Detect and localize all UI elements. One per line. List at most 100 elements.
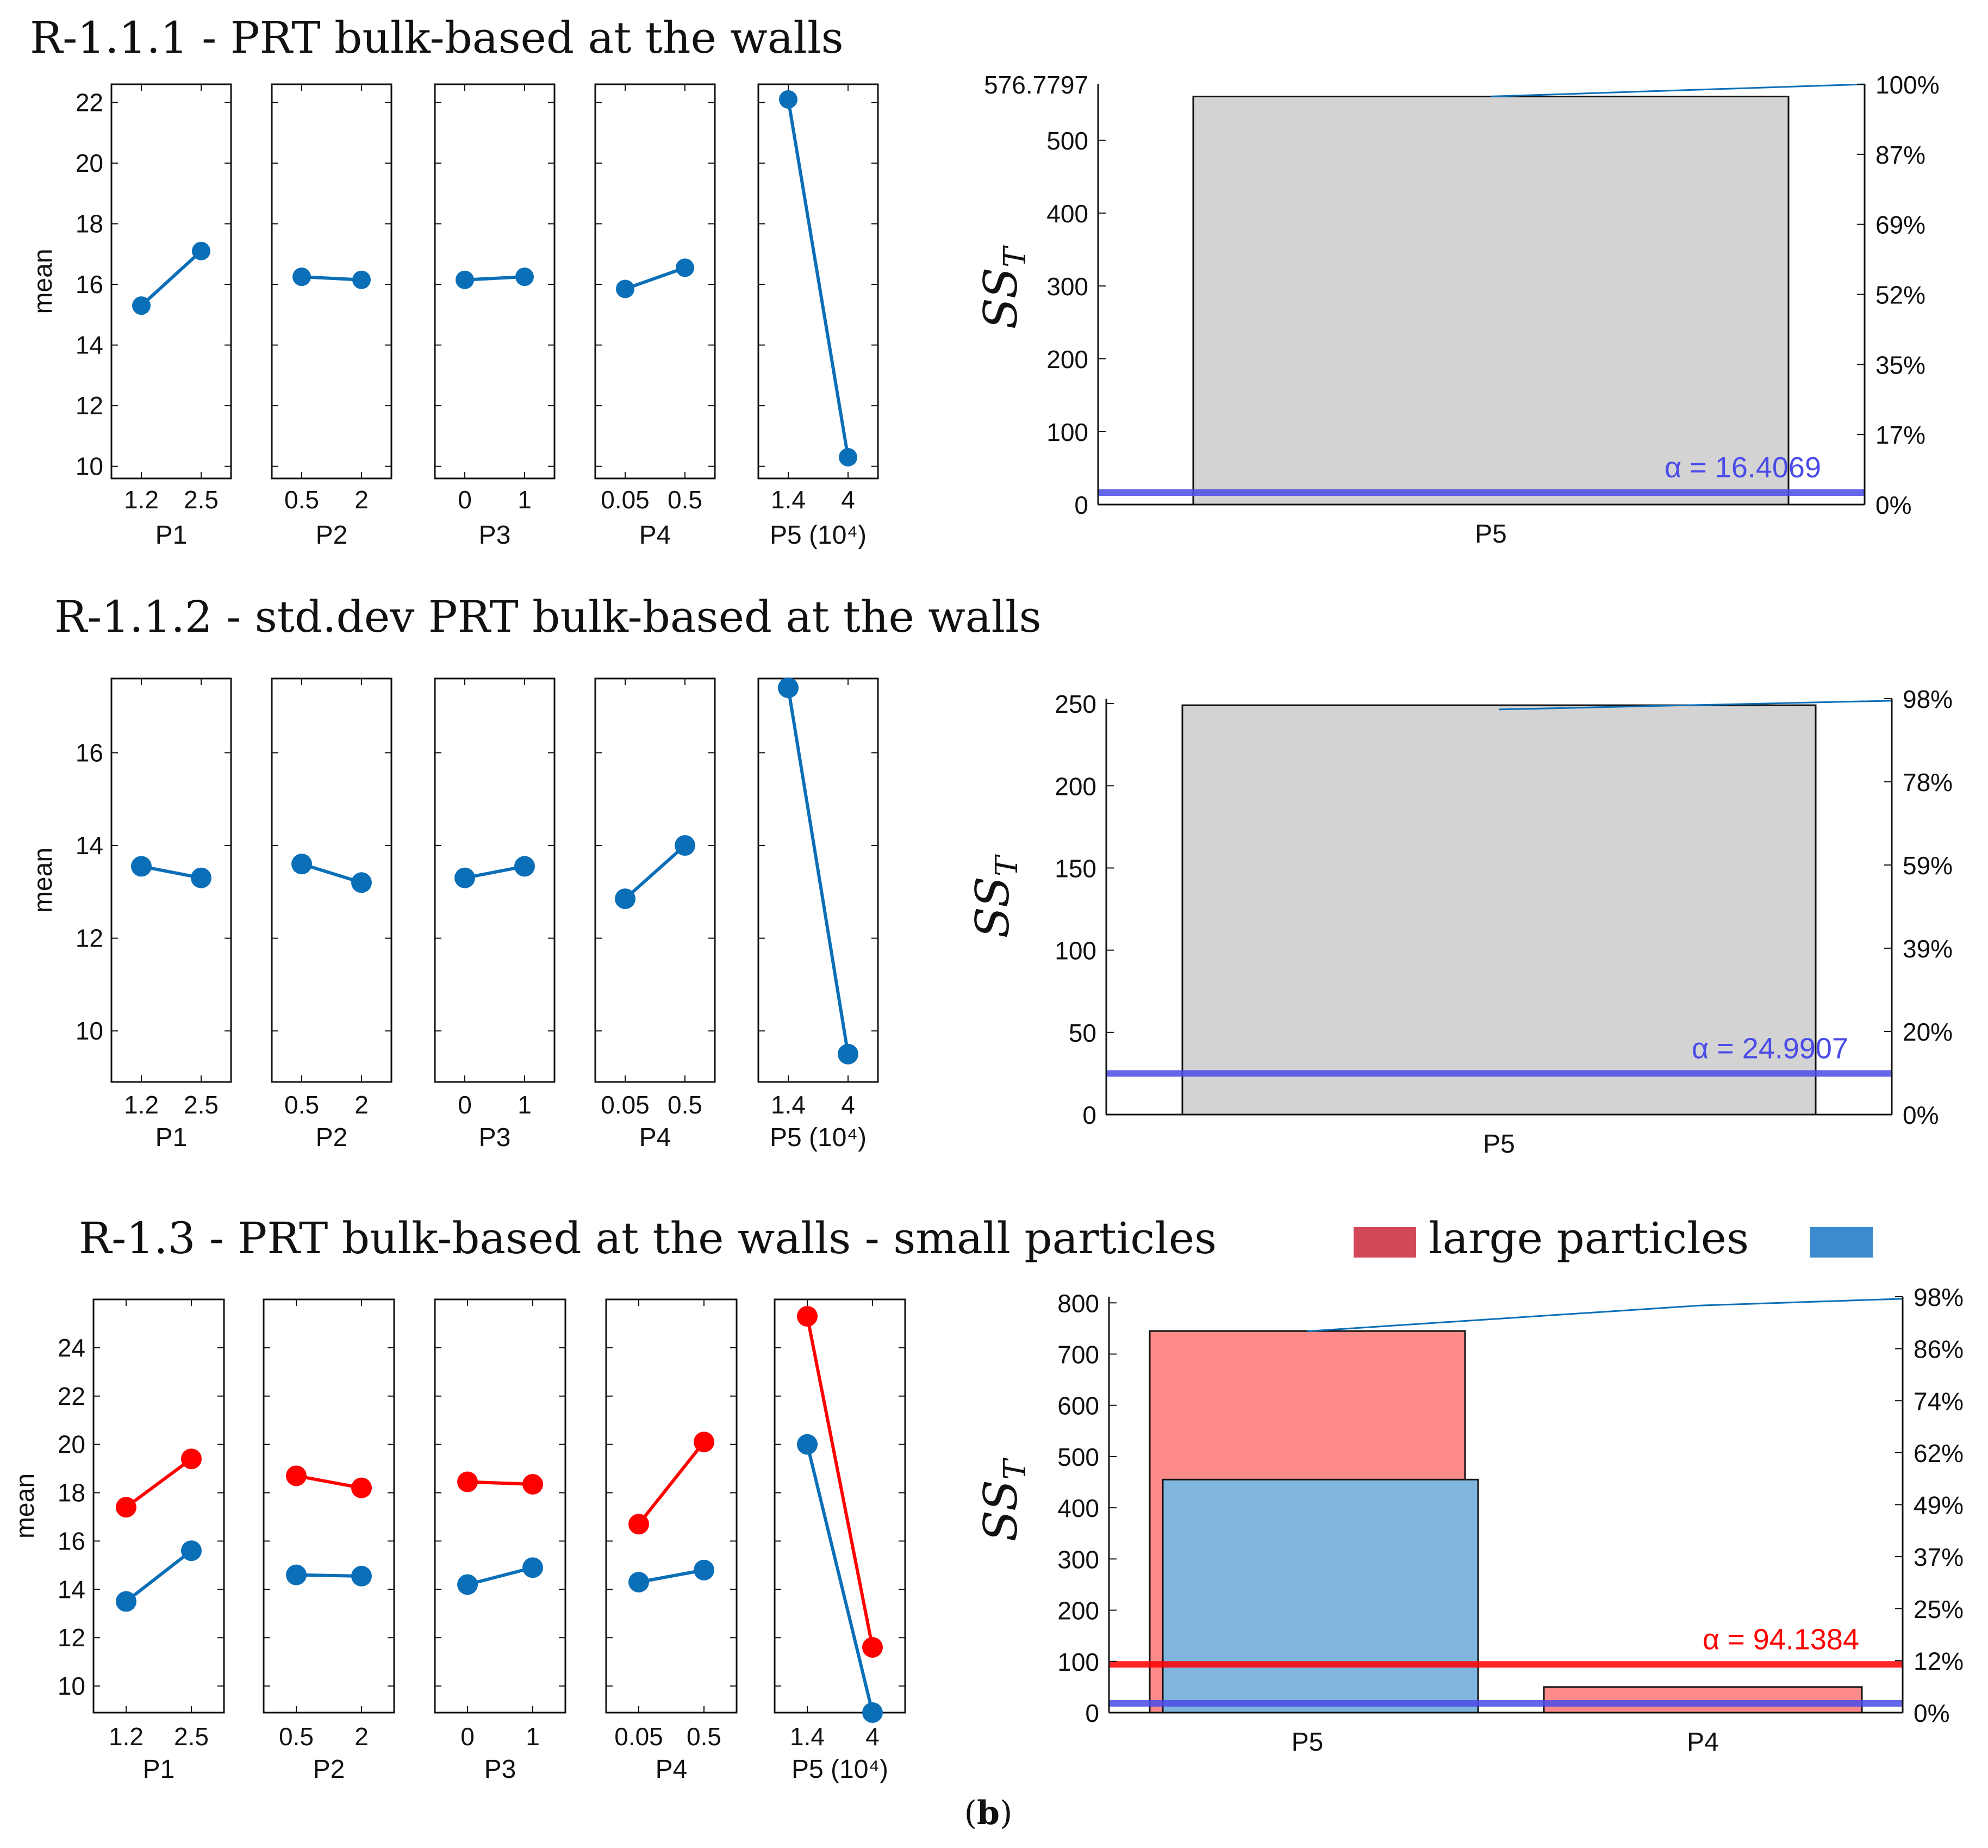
pareto-category-label: P5 <box>1483 1130 1515 1159</box>
data-point <box>628 1572 649 1592</box>
panel-frame <box>263 1298 395 1714</box>
series-line <box>467 1566 533 1586</box>
data-point <box>286 1564 307 1585</box>
row3-main-effect-panel-4: 0.05 0.5 P4 <box>605 1298 738 1784</box>
data-point <box>616 279 634 298</box>
row1-main-effect-panel-2: 0.5 2P2 <box>271 83 392 550</box>
right-percent-label: 39% <box>1903 935 1953 963</box>
y-tick-label: 14 <box>76 831 103 860</box>
y-tick-label: 12 <box>58 1623 85 1652</box>
alpha-value-label: α = 16.4069 <box>1665 451 1821 484</box>
alpha-value-label: α = 24.9907 <box>1692 1032 1848 1065</box>
right-percent-label: 87% <box>1875 141 1925 169</box>
data-point <box>778 677 799 699</box>
y-tick-label: 600 <box>1057 1392 1099 1420</box>
right-percent-label: 25% <box>1914 1595 1964 1623</box>
x-tick-label: 0 <box>460 1722 475 1751</box>
row2-main-effect-panel-5: 1.4 4 P5 (10⁴) <box>757 677 879 1152</box>
data-point <box>116 1497 136 1518</box>
right-percent-label: 59% <box>1903 851 1953 880</box>
y-tick-label: 22 <box>76 88 103 116</box>
right-percent-label: 86% <box>1914 1335 1964 1364</box>
right-percent-label: 35% <box>1875 351 1925 379</box>
x-tick-label: 0.5 <box>687 1722 721 1751</box>
row3-main-effect-panel-2: 0.5 2 P2 <box>263 1298 395 1784</box>
legend-small-particles-swatch <box>1354 1227 1416 1258</box>
row1-main-effect-panel-5: 1.4 4 P5 (10⁴) <box>757 83 879 550</box>
x-tick-label: 0.5 <box>284 1091 319 1119</box>
x-tick-label: 1.2 <box>109 1722 144 1751</box>
data-point <box>797 1434 818 1455</box>
x-axis-label: P3 <box>479 521 511 550</box>
data-point <box>515 267 534 287</box>
x-tick-label: 4 <box>841 486 855 514</box>
data-point <box>351 1477 372 1498</box>
x-tick-label: 2 <box>354 1091 369 1119</box>
series-line <box>638 1568 705 1584</box>
x-axis-label: P1 <box>155 1123 188 1152</box>
x-tick-label: 1.4 <box>771 486 806 514</box>
row1-main-effect-panel-3: 0 1P3 <box>434 83 556 550</box>
right-percent-label: 98% <box>1914 1283 1964 1311</box>
x-axis-label: P5 (10⁴) <box>770 1123 867 1152</box>
panel-frame <box>594 83 716 480</box>
row2-pareto-chart: P5 α = 24.9907 0 50 100 150 200 250 0% 20% 39% 59% 7… <box>966 685 1953 1159</box>
x-tick-label: 1 <box>526 1722 540 1751</box>
y-tick-label: 18 <box>58 1479 85 1507</box>
panel-frame <box>434 677 556 1083</box>
data-point <box>862 1637 883 1658</box>
y-tick-label: 14 <box>58 1575 85 1603</box>
right-percent-label: 0% <box>1903 1101 1939 1129</box>
row1-main-effect-panel-4: 0.05 0.5 P4 <box>594 83 716 550</box>
row3-pareto-chart: P5 P4 α = 94.1384 0 100 200 300 400 500 600 700 800… <box>974 1283 1964 1757</box>
panel-frame <box>92 1298 225 1714</box>
data-point <box>522 1474 543 1495</box>
y-tick-label: 18 <box>76 210 103 238</box>
row2-mean-axis-label: mean <box>29 848 58 913</box>
x-tick-label: 2 <box>354 486 369 514</box>
data-point <box>291 854 312 875</box>
data-point <box>286 1465 307 1486</box>
row2-main-effect-panel-2: 0.5 2P2 <box>271 677 392 1152</box>
x-tick-label: 0 <box>458 1091 472 1119</box>
cumulative-percent-line <box>1307 1298 1903 1332</box>
y-tick-label: 800 <box>1057 1289 1099 1317</box>
data-point <box>181 1448 202 1470</box>
x-axis-label: P5 (10⁴) <box>792 1755 888 1784</box>
x-tick-label: 0.5 <box>668 486 702 514</box>
right-percent-label: 20% <box>1903 1018 1953 1046</box>
row3-title: R-1.3 - PRT bulk-based at the walls - sm… <box>79 1213 1217 1264</box>
data-point <box>797 1306 818 1327</box>
x-tick-label: 1.4 <box>790 1722 825 1751</box>
x-tick-label: 2 <box>354 1722 369 1751</box>
right-percent-label: 62% <box>1914 1439 1964 1467</box>
data-point <box>116 1591 136 1612</box>
right-percent-label: 100% <box>1875 71 1940 99</box>
x-axis-label: P2 <box>316 1123 348 1152</box>
right-percent-label: 52% <box>1875 281 1925 309</box>
y-tick-label: 12 <box>76 924 103 953</box>
x-tick-label: 1.4 <box>771 1091 806 1119</box>
x-tick-label: 0.5 <box>668 1091 702 1119</box>
data-point <box>457 1471 478 1492</box>
row2-title: R-1.1.2 - std.dev PRT bulk-based at the … <box>54 592 1042 642</box>
data-point <box>351 872 372 893</box>
x-tick-label: 0 <box>458 486 472 514</box>
y-tick-label: 150 <box>1055 854 1096 882</box>
series-line <box>464 275 525 282</box>
data-point <box>454 867 475 888</box>
y-tick-label: 500 <box>1057 1443 1099 1471</box>
data-point <box>522 1557 543 1578</box>
data-point <box>456 270 474 289</box>
y-tick-label: 400 <box>1057 1494 1099 1522</box>
y-tick-label: 14 <box>76 331 103 359</box>
panel-frame <box>757 677 879 1083</box>
x-tick-label: 1 <box>518 486 532 514</box>
x-tick-label: 1 <box>518 1091 532 1119</box>
pareto-bar <box>1543 1686 1863 1714</box>
data-point <box>132 296 151 315</box>
pareto-bar <box>1181 704 1817 1116</box>
right-percent-label: 37% <box>1914 1543 1964 1571</box>
y-tick-label: 0 <box>1085 1699 1099 1727</box>
y-tick-label: 0 <box>1082 1101 1096 1129</box>
